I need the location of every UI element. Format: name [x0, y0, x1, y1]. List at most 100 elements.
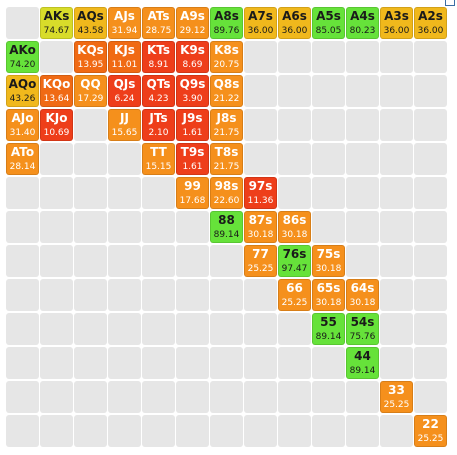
empty-hand-cell[interactable] [142, 415, 175, 447]
hand-cell-98s[interactable]: 98s 22.60 [210, 177, 243, 209]
hand-cell-t8s[interactable]: T8s 21.75 [210, 143, 243, 175]
hand-cell-33[interactable]: 33 25.25 [380, 381, 413, 413]
hand-cell-jj[interactable]: JJ 15.65 [108, 109, 141, 141]
empty-hand-cell[interactable] [278, 143, 311, 175]
empty-hand-cell[interactable] [74, 381, 107, 413]
empty-hand-cell[interactable] [176, 313, 209, 345]
empty-hand-cell[interactable] [414, 245, 447, 277]
empty-hand-cell[interactable] [346, 415, 379, 447]
empty-hand-cell[interactable] [176, 347, 209, 379]
empty-hand-cell[interactable] [142, 245, 175, 277]
empty-hand-cell[interactable] [346, 41, 379, 73]
hand-cell-aks[interactable]: AKs 74.67 [40, 7, 73, 39]
hand-cell-75s[interactable]: 75s 30.18 [312, 245, 345, 277]
empty-hand-cell[interactable] [414, 75, 447, 107]
empty-hand-cell[interactable] [40, 415, 73, 447]
empty-hand-cell[interactable] [346, 177, 379, 209]
hand-cell-kjs[interactable]: KJs 11.01 [108, 41, 141, 73]
hand-cell-kqo[interactable]: KQo 13.64 [40, 75, 73, 107]
empty-hand-cell[interactable] [108, 279, 141, 311]
hand-cell-kjo[interactable]: KJo 10.69 [40, 109, 73, 141]
hand-cell-a7s[interactable]: A7s 36.00 [244, 7, 277, 39]
hand-cell-a9s[interactable]: A9s 29.12 [176, 7, 209, 39]
hand-cell-87s[interactable]: 87s 30.18 [244, 211, 277, 243]
empty-hand-cell[interactable] [312, 41, 345, 73]
hand-cell-qq[interactable]: QQ 17.29 [74, 75, 107, 107]
empty-hand-cell[interactable] [108, 347, 141, 379]
empty-hand-cell[interactable] [244, 415, 277, 447]
empty-hand-cell[interactable] [40, 381, 73, 413]
empty-hand-cell[interactable] [414, 41, 447, 73]
empty-hand-cell[interactable] [108, 381, 141, 413]
empty-hand-cell[interactable] [74, 143, 107, 175]
hand-cell-54s[interactable]: 54s 75.76 [346, 313, 379, 345]
hand-cell-a2s[interactable]: A2s 36.00 [414, 7, 447, 39]
empty-hand-cell[interactable] [380, 415, 413, 447]
hand-cell-kts[interactable]: KTs 8.91 [142, 41, 175, 73]
hand-cell-j9s[interactable]: J9s 1.61 [176, 109, 209, 141]
empty-hand-cell[interactable] [414, 211, 447, 243]
empty-hand-cell[interactable] [74, 109, 107, 141]
empty-hand-cell[interactable] [346, 381, 379, 413]
empty-hand-cell[interactable] [380, 143, 413, 175]
empty-hand-cell[interactable] [380, 75, 413, 107]
empty-hand-cell[interactable] [380, 347, 413, 379]
empty-hand-cell[interactable] [380, 313, 413, 345]
hand-cell-a4s[interactable]: A4s 80.23 [346, 7, 379, 39]
empty-hand-cell[interactable] [40, 41, 73, 73]
empty-hand-cell[interactable] [6, 313, 39, 345]
empty-hand-cell[interactable] [278, 347, 311, 379]
empty-hand-cell[interactable] [40, 313, 73, 345]
empty-hand-cell[interactable] [176, 415, 209, 447]
empty-hand-cell[interactable] [108, 177, 141, 209]
hand-cell-q9s[interactable]: Q9s 3.90 [176, 75, 209, 107]
empty-hand-cell[interactable] [414, 177, 447, 209]
empty-hand-cell[interactable] [142, 279, 175, 311]
hand-cell-65s[interactable]: 65s 30.18 [312, 279, 345, 311]
empty-hand-cell[interactable] [312, 211, 345, 243]
empty-hand-cell[interactable] [6, 415, 39, 447]
empty-hand-cell[interactable] [312, 347, 345, 379]
window-restore-icon[interactable] [445, 0, 455, 6]
empty-hand-cell[interactable] [6, 7, 39, 39]
empty-hand-cell[interactable] [74, 415, 107, 447]
hand-cell-55[interactable]: 55 89.14 [312, 313, 345, 345]
empty-hand-cell[interactable] [6, 279, 39, 311]
hand-cell-ats[interactable]: ATs 28.75 [142, 7, 175, 39]
empty-hand-cell[interactable] [6, 177, 39, 209]
empty-hand-cell[interactable] [244, 75, 277, 107]
hand-cell-86s[interactable]: 86s 30.18 [278, 211, 311, 243]
hand-cell-ato[interactable]: ATo 28.14 [6, 143, 39, 175]
empty-hand-cell[interactable] [244, 143, 277, 175]
hand-cell-aqs[interactable]: AQs 43.58 [74, 7, 107, 39]
hand-cell-k9s[interactable]: K9s 8.69 [176, 41, 209, 73]
empty-hand-cell[interactable] [40, 347, 73, 379]
empty-hand-cell[interactable] [346, 143, 379, 175]
hand-cell-44[interactable]: 44 89.14 [346, 347, 379, 379]
empty-hand-cell[interactable] [414, 381, 447, 413]
empty-hand-cell[interactable] [74, 211, 107, 243]
empty-hand-cell[interactable] [244, 381, 277, 413]
empty-hand-cell[interactable] [74, 245, 107, 277]
empty-hand-cell[interactable] [312, 109, 345, 141]
empty-hand-cell[interactable] [346, 245, 379, 277]
empty-hand-cell[interactable] [6, 211, 39, 243]
empty-hand-cell[interactable] [210, 279, 243, 311]
empty-hand-cell[interactable] [142, 211, 175, 243]
empty-hand-cell[interactable] [6, 381, 39, 413]
hand-cell-99[interactable]: 99 17.68 [176, 177, 209, 209]
empty-hand-cell[interactable] [380, 109, 413, 141]
hand-cell-t9s[interactable]: T9s 1.61 [176, 143, 209, 175]
hand-cell-a6s[interactable]: A6s 36.00 [278, 7, 311, 39]
empty-hand-cell[interactable] [108, 211, 141, 243]
empty-hand-cell[interactable] [176, 245, 209, 277]
empty-hand-cell[interactable] [244, 41, 277, 73]
hand-cell-a3s[interactable]: A3s 36.00 [380, 7, 413, 39]
hand-cell-97s[interactable]: 97s 11.36 [244, 177, 277, 209]
hand-cell-kqs[interactable]: KQs 13.95 [74, 41, 107, 73]
hand-cell-j8s[interactable]: J8s 21.75 [210, 109, 243, 141]
empty-hand-cell[interactable] [414, 347, 447, 379]
hand-cell-ajs[interactable]: AJs 31.94 [108, 7, 141, 39]
empty-hand-cell[interactable] [210, 313, 243, 345]
hand-cell-q8s[interactable]: Q8s 21.22 [210, 75, 243, 107]
